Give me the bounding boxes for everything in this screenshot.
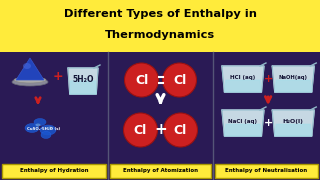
Text: HCl (aq): HCl (aq) xyxy=(230,75,256,80)
Polygon shape xyxy=(225,124,261,136)
Polygon shape xyxy=(70,81,96,94)
Text: Cl: Cl xyxy=(134,123,147,136)
Polygon shape xyxy=(16,58,44,80)
Text: +: + xyxy=(263,74,273,84)
Polygon shape xyxy=(275,124,312,136)
Ellipse shape xyxy=(12,78,48,86)
FancyBboxPatch shape xyxy=(2,164,106,178)
Text: +: + xyxy=(53,71,63,84)
Circle shape xyxy=(124,63,158,97)
Text: 5H₂O: 5H₂O xyxy=(72,75,94,84)
Text: NaOH(aq): NaOH(aq) xyxy=(279,75,308,80)
Circle shape xyxy=(124,113,157,147)
Circle shape xyxy=(163,63,196,97)
Circle shape xyxy=(164,113,197,147)
Polygon shape xyxy=(68,68,98,94)
Ellipse shape xyxy=(23,63,31,69)
Bar xyxy=(0,52,320,180)
Ellipse shape xyxy=(47,127,52,129)
Ellipse shape xyxy=(41,132,51,138)
Polygon shape xyxy=(275,80,312,92)
Text: +: + xyxy=(154,123,167,138)
Text: Cl: Cl xyxy=(174,123,187,136)
Polygon shape xyxy=(272,110,314,136)
Ellipse shape xyxy=(36,123,41,127)
Polygon shape xyxy=(222,66,264,92)
Text: +: + xyxy=(263,118,273,128)
Text: Cl: Cl xyxy=(173,73,186,87)
Polygon shape xyxy=(222,110,264,136)
Text: Cl: Cl xyxy=(135,73,148,87)
FancyBboxPatch shape xyxy=(110,164,211,178)
Text: H₂O(l): H₂O(l) xyxy=(283,119,304,124)
Bar xyxy=(0,0,320,52)
Ellipse shape xyxy=(34,118,46,125)
Text: Enthalpy of Atomization: Enthalpy of Atomization xyxy=(123,168,198,173)
Text: Thermodynamics: Thermodynamics xyxy=(105,30,215,40)
Text: NaCl (aq): NaCl (aq) xyxy=(228,119,258,124)
Ellipse shape xyxy=(25,123,39,132)
Polygon shape xyxy=(225,80,261,92)
Text: CuSO₄·5H₂O (s): CuSO₄·5H₂O (s) xyxy=(28,127,60,131)
Ellipse shape xyxy=(40,125,56,135)
Text: Enthalpy of Hydration: Enthalpy of Hydration xyxy=(20,168,88,173)
Ellipse shape xyxy=(14,77,46,83)
Text: Enthalpy of Neutralisation: Enthalpy of Neutralisation xyxy=(225,168,308,173)
FancyBboxPatch shape xyxy=(215,164,318,178)
Text: Different Types of Enthalpy in: Different Types of Enthalpy in xyxy=(63,9,257,19)
Polygon shape xyxy=(272,66,314,92)
